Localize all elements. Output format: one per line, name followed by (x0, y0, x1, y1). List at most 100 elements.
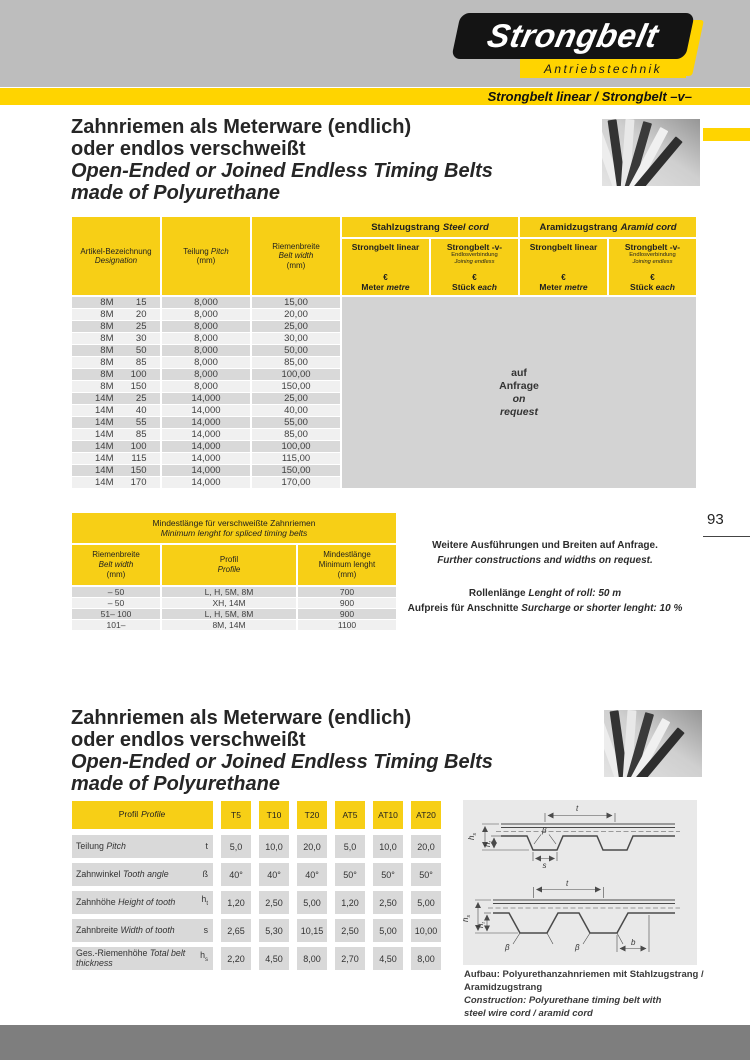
min-table-row: 101– 8M, 14M 1100 (72, 620, 396, 630)
min-table-title: Mindestlänge für verschweißte Zahnriemen… (72, 513, 396, 543)
note-roll-en: Lenght of roll: 50 m (528, 588, 622, 599)
dim-label-beta: β (574, 943, 580, 952)
profile-value-cell: 4,50 (259, 947, 289, 970)
profile-row-label: Teilung Pitch t (72, 835, 213, 858)
price-cell-pitch: 8,000 (162, 381, 250, 392)
price-cell-article: 14M 25 (72, 393, 160, 404)
belt-profile: 8M (100, 357, 114, 368)
profile-value-cell: 4,50 (373, 947, 403, 970)
note-further-en: Further constructions and widths on requ… (437, 555, 653, 566)
column-header-pitch: Teilung Pitch (mm) (162, 217, 250, 295)
subheader-joined-aramid: Strongbelt -v- Endlosverbindung Joining … (609, 239, 696, 295)
min-cell-width: 101– (72, 620, 160, 630)
subheader-linear-steel: Strongbelt linear € Meter metre (342, 239, 429, 295)
profile-value-cell: 5,00 (373, 919, 403, 942)
col-width-en: Belt width (278, 251, 314, 261)
title-en-line2: made of Polyurethane (71, 773, 280, 795)
belt-profile: 8M (100, 333, 114, 344)
profile-row-label-text: Teilung Pitch (76, 840, 126, 851)
price-cell-width: 100,00 (252, 441, 340, 452)
availability-de2: Anfrage (499, 379, 539, 392)
min-title-en: Minimum lenght for spliced timing belts (160, 528, 308, 538)
min-cell-length: 900 (298, 609, 396, 619)
price-table-rows: 8M 15 8,000 15,00 8M 20 8,000 20,00 8M 25 8,000 25,… (72, 297, 340, 488)
profile-table-header: Profil Profile T5 T10 T20 AT5 AT10 AT20 (72, 801, 441, 829)
group-steel-en: Steel cord (442, 221, 489, 233)
price-table-row: 8M 15 8,000 15,00 (72, 297, 340, 308)
availability-de1: auf (511, 366, 527, 379)
logo-title: Strongbelt (484, 17, 663, 54)
profile-value-cell: 10,0 (373, 835, 403, 858)
min-col-width-de: Riemenbreite (92, 550, 140, 559)
price-cell-pitch: 14,000 (162, 417, 250, 428)
page-header: Strongbelt Antriebstechnik (0, 0, 750, 87)
price-cell-width: 85,00 (252, 429, 340, 440)
price-table-row: 14M 25 14,000 25,00 (72, 393, 340, 404)
belt-profile: 8M (100, 297, 114, 308)
at-profile-drawing: t hs ht β β b (461, 879, 680, 952)
price-table-header: Artikel-Bezeichnung Designation Teilung … (72, 217, 696, 295)
dim-label-hs: hs (467, 833, 478, 840)
unit-de: Meter (361, 282, 385, 292)
unit-de: Meter (539, 282, 563, 292)
profile-row-label: Zahnbreite Width of tooth s (72, 919, 213, 942)
profile-value-cell: 20,0 (297, 835, 327, 858)
profile-value-cell: 5,00 (411, 891, 441, 914)
profile-value-cell: 20,0 (411, 835, 441, 858)
min-col-width: Riemenbreite Belt width (mm) (72, 545, 160, 585)
profile-value-cell: 50° (411, 863, 441, 886)
profile-row-label-text: Zahnbreite Width of tooth (76, 924, 175, 935)
unit-en: each (655, 282, 675, 292)
profile-value-cell: 10,15 (297, 919, 327, 942)
min-col-width-unit: (mm) (106, 570, 126, 579)
currency-symbol: € (472, 273, 477, 282)
subheader-joined-steel: Strongbelt -v- Endlosverbindung Joining … (431, 239, 518, 295)
price-cell-article: 8M 15 (72, 297, 160, 308)
profile-row-label-text: Zahnhöhe Height of tooth (76, 896, 176, 907)
col-pitch-en: Pitch (210, 246, 229, 256)
col-pitch-de: Teilung (183, 246, 209, 256)
profile-header-de: Profil (118, 809, 139, 820)
dim-label-ht: ht (476, 922, 486, 928)
subheader-title: Strongbelt -v- (446, 242, 503, 252)
profile-column-header: AT20 (411, 801, 441, 829)
profile-row-symbol: ß (202, 868, 208, 879)
page-number-rule (703, 536, 750, 537)
profile-value-cell: 5,00 (297, 891, 327, 914)
price-cell-width: 170,00 (252, 477, 340, 488)
belt-width: 40 (135, 405, 147, 416)
profile-row-symbol: s (203, 924, 208, 935)
price-table-row: 14M 100 14,000 100,00 (72, 441, 340, 452)
belt-width: 25 (135, 321, 147, 332)
belt-profile-diagram: t hs ht β s (461, 800, 697, 965)
belt-profile: 14M (95, 441, 114, 452)
min-length-table: Mindestlänge für verschweißte Zahnriemen… (72, 513, 396, 630)
price-cell-pitch: 8,000 (162, 309, 250, 320)
tagline-text: Strongbelt linear / Strongbelt –v– (487, 89, 692, 104)
min-cell-profile: L, H, 5M, 8M (162, 587, 296, 597)
price-cell-article: 14M 40 (72, 405, 160, 416)
price-cell-pitch: 8,000 (162, 369, 250, 380)
title-de-line2: oder endlos verschweißt (71, 138, 306, 160)
t-profile-drawing: t hs ht β s (467, 804, 680, 870)
belt-profile: 8M (100, 309, 114, 320)
price-cell-pitch: 8,000 (162, 297, 250, 308)
col-width-unit: (mm) (286, 260, 306, 270)
profile-table: Profil Profile T5 T10 T20 AT5 AT10 AT20 Teilu… (72, 801, 441, 975)
belt-profile: 14M (95, 465, 114, 476)
caption-en1: Construction: Polyurethane timing belt w… (464, 995, 662, 1006)
price-cell-article: 14M 100 (72, 441, 160, 452)
unit-de: Stück (452, 282, 476, 292)
profile-table-row: Ges.-Riemenhöhe Total belt thickness hs 2,… (72, 947, 441, 970)
min-cell-width: – 50 (72, 587, 160, 597)
min-table-header: Riemenbreite Belt width (mm) Profil Prof… (72, 545, 396, 585)
col-article-de: Artikel-Bezeichnung (80, 246, 152, 256)
profile-column-header: T5 (221, 801, 251, 829)
min-col-profile-en: Profile (217, 565, 241, 574)
price-table-header-right: Stahlzugstrang Steel cord Aramidzugstran… (342, 217, 696, 295)
price-table-row: 8M 150 8,000 150,00 (72, 381, 340, 392)
dim-label-ht: ht (483, 841, 493, 847)
section1-title: Zahnriemen als Meterware (endlich) oder … (71, 116, 493, 204)
subheader-title: Strongbelt linear (351, 242, 420, 252)
profile-value-cell: 1,20 (335, 891, 365, 914)
